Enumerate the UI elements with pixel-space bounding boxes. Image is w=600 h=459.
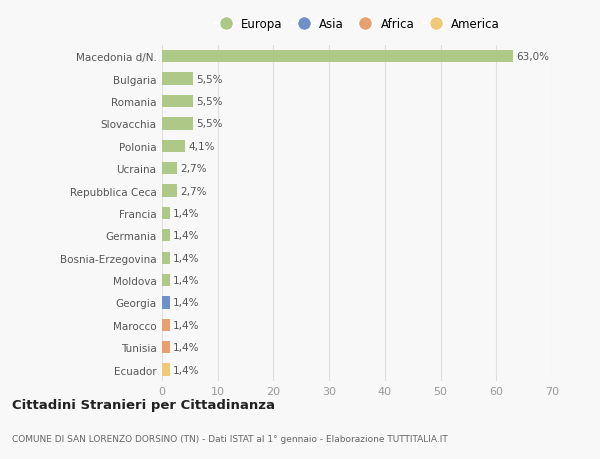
Bar [162, 95, 193, 108]
Text: 5,5%: 5,5% [196, 74, 223, 84]
Bar [162, 297, 170, 309]
Legend: Europa, Asia, Africa, America: Europa, Asia, Africa, America [212, 16, 502, 34]
Bar [162, 364, 170, 376]
Bar [162, 230, 170, 242]
Bar [162, 140, 185, 152]
Text: 1,4%: 1,4% [173, 365, 200, 375]
Text: 5,5%: 5,5% [196, 97, 223, 107]
Text: 2,7%: 2,7% [181, 186, 207, 196]
Bar [162, 51, 513, 63]
Bar [162, 185, 177, 197]
Text: 1,4%: 1,4% [173, 342, 200, 353]
Text: 1,4%: 1,4% [173, 320, 200, 330]
Text: COMUNE DI SAN LORENZO DORSINO (TN) - Dati ISTAT al 1° gennaio - Elaborazione TUT: COMUNE DI SAN LORENZO DORSINO (TN) - Dat… [12, 434, 448, 442]
Bar [162, 252, 170, 264]
Text: 1,4%: 1,4% [173, 275, 200, 285]
Bar [162, 162, 177, 175]
Text: 1,4%: 1,4% [173, 231, 200, 241]
Bar [162, 341, 170, 353]
Text: Cittadini Stranieri per Cittadinanza: Cittadini Stranieri per Cittadinanza [12, 398, 275, 412]
Text: 2,7%: 2,7% [181, 164, 207, 174]
Text: 1,4%: 1,4% [173, 208, 200, 218]
Text: 5,5%: 5,5% [196, 119, 223, 129]
Bar [162, 319, 170, 331]
Bar [162, 118, 193, 130]
Bar [162, 73, 193, 85]
Bar [162, 274, 170, 286]
Text: 63,0%: 63,0% [517, 52, 550, 62]
Text: 4,1%: 4,1% [188, 141, 215, 151]
Text: 1,4%: 1,4% [173, 298, 200, 308]
Text: 1,4%: 1,4% [173, 253, 200, 263]
Bar [162, 207, 170, 219]
